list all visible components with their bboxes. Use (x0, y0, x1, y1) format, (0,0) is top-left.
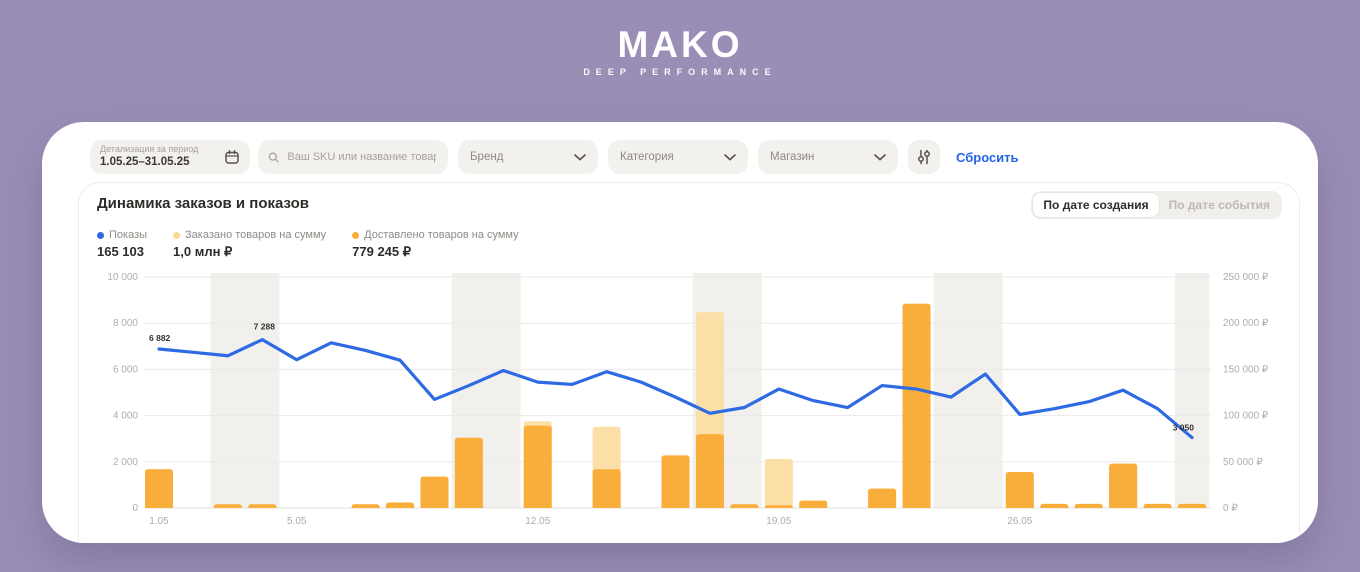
search-icon (268, 151, 279, 163)
svg-text:12.05: 12.05 (525, 516, 550, 527)
svg-text:19.05: 19.05 (766, 516, 791, 527)
period-filter-text: Детализация за период 1.05.25–31.05.25 (100, 144, 198, 170)
sliders-icon (918, 149, 930, 165)
chart-panel: Динамика заказов и показов По дате созда… (78, 182, 1300, 543)
legend-label-delivered: Доставлено товаров на сумму (364, 229, 519, 241)
legend-label-ordered: Заказано товаров на сумму (185, 229, 327, 241)
legend-item-impressions[interactable]: Показы 165 103 (97, 229, 147, 260)
chevron-down-icon (724, 153, 736, 160)
svg-text:4 000: 4 000 (113, 411, 138, 422)
svg-text:6 882: 6 882 (149, 333, 171, 343)
svg-text:5.05: 5.05 (287, 516, 307, 527)
svg-text:1.05: 1.05 (149, 516, 169, 527)
legend-dot-delivered (352, 231, 360, 239)
period-filter-value: 1.05.25–31.05.25 (100, 156, 190, 169)
svg-text:0: 0 (132, 503, 138, 514)
logo: MAKO DEEP PERFORMANCE (0, 26, 1360, 77)
legend-dot-impressions (97, 231, 104, 239)
chart-legend: Показы 165 103 Заказано товаров на сумму… (97, 229, 519, 260)
svg-text:6 000: 6 000 (113, 364, 138, 375)
svg-text:0 ₽: 0 ₽ (1223, 503, 1238, 514)
legend-item-ordered[interactable]: Заказано товаров на сумму 1,0 млн ₽ (173, 229, 326, 260)
legend-value-impressions: 165 103 (97, 244, 144, 259)
legend-value-ordered: 1,0 млн ₽ (173, 244, 233, 259)
period-filter-label: Детализация за период (100, 144, 199, 155)
legend-dot-ordered (173, 231, 181, 239)
logo-wordmark: MAKO (617, 24, 743, 65)
svg-text:100 000 ₽: 100 000 ₽ (1223, 411, 1269, 422)
toggle-by-event-date[interactable]: По дате события (1159, 193, 1280, 217)
chevron-down-icon (574, 153, 586, 160)
category-dropdown-label: Категория (620, 151, 674, 163)
logo-tagline: DEEP PERFORMANCE (583, 67, 777, 77)
chevron-down-icon (874, 153, 886, 160)
advanced-filters-button[interactable] (908, 140, 940, 174)
period-filter[interactable]: Детализация за период 1.05.25–31.05.25 (90, 140, 250, 174)
legend-label-impressions: Показы (109, 229, 148, 241)
store-dropdown[interactable]: Магазин (758, 140, 898, 174)
date-mode-toggle: По дате создания По дате события (1031, 191, 1282, 219)
reset-filters-link[interactable]: Сбросить (956, 149, 1019, 165)
brand-dropdown-label: Бренд (470, 151, 504, 163)
svg-text:50 000 ₽: 50 000 ₽ (1223, 457, 1263, 468)
svg-text:200 000 ₽: 200 000 ₽ (1223, 318, 1269, 329)
legend-value-delivered: 779 245 ₽ (352, 244, 412, 259)
svg-text:7 288: 7 288 (254, 322, 276, 332)
svg-text:26.05: 26.05 (1007, 516, 1032, 527)
svg-text:250 000 ₽: 250 000 ₽ (1223, 272, 1269, 283)
chart-canvas[interactable]: 6 882 7 288 3 050 0 2 000 4 000 6 000 8 000 10 0… (83, 253, 1299, 543)
brand-dropdown[interactable]: Бренд (458, 140, 598, 174)
dashboard-card: Детализация за период 1.05.25–31.05.25 Б… (42, 122, 1318, 543)
svg-text:3 050: 3 050 (1173, 423, 1195, 433)
svg-text:8 000: 8 000 (113, 318, 138, 329)
svg-text:2 000: 2 000 (113, 457, 138, 468)
svg-text:10 000: 10 000 (107, 272, 138, 283)
category-dropdown[interactable]: Категория (608, 140, 748, 174)
filter-bar: Детализация за период 1.05.25–31.05.25 Б… (90, 140, 1019, 174)
sku-search[interactable] (258, 140, 448, 174)
sku-search-input[interactable] (285, 150, 438, 164)
calendar-icon (225, 150, 239, 164)
toggle-by-creation-date[interactable]: По дате создания (1033, 193, 1159, 217)
legend-item-delivered[interactable]: Доставлено товаров на сумму 779 245 ₽ (352, 229, 519, 260)
svg-text:150 000 ₽: 150 000 ₽ (1223, 364, 1269, 375)
store-dropdown-label: Магазин (770, 151, 815, 163)
chart-title: Динамика заказов и показов (97, 195, 310, 212)
